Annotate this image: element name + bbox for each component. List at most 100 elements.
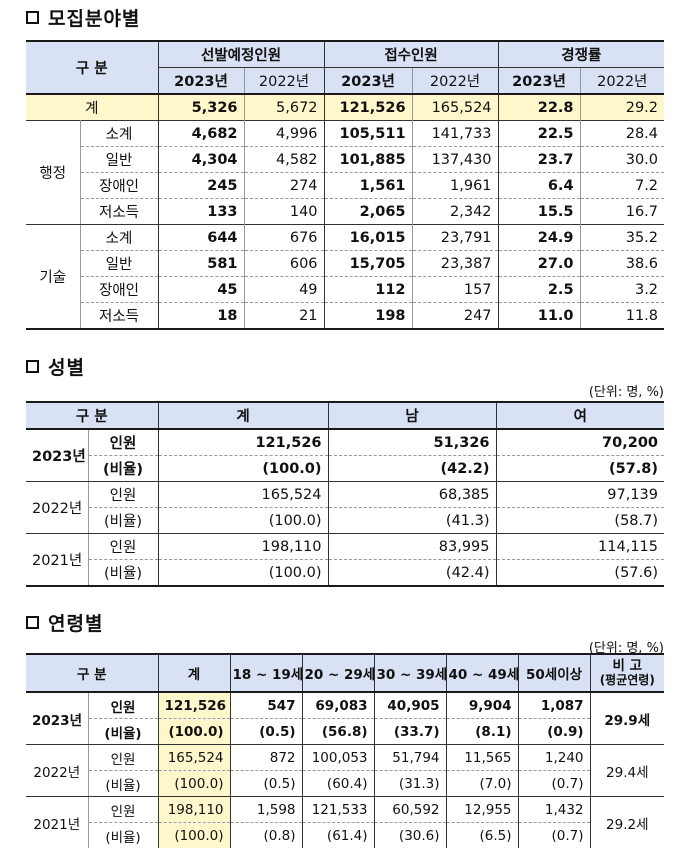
cell-value: 140 [243, 198, 325, 225]
row-label: 저소득 [79, 302, 159, 329]
total-row: 계 5,326 5,672 121,526 165,524 22.8 29.2 [26, 94, 665, 121]
year-label: 2023년 [26, 429, 88, 482]
row-label: 저소득 [79, 198, 159, 225]
cell-value: (42.2) [327, 455, 497, 482]
cell-value: (33.7) [373, 718, 447, 745]
cell-value: 28.4 [579, 120, 665, 147]
cell-value: 1,087 [517, 692, 591, 719]
cell-value: (31.3) [373, 770, 447, 797]
cell-value: (8.1) [445, 718, 519, 745]
table-row: (비율) (100.0) (0.8) (61.4) (30.6) (6.5) (… [26, 822, 664, 848]
header-group-planned: 선발예정인원 [157, 41, 325, 68]
cell-value: 198 [323, 302, 413, 329]
header-age-18-19: 18 ~ 19세 [229, 654, 303, 692]
cell-value: 4,582 [243, 146, 325, 173]
cell-value: 30.0 [579, 146, 665, 173]
cell-value: 22.8 [497, 94, 581, 121]
cell-value: 11.0 [497, 302, 581, 329]
cell-value: 24.9 [497, 224, 581, 251]
cell-value: 23,791 [411, 224, 499, 251]
table-row: 2022년 인원 165,524 68,385 97,139 [26, 481, 665, 534]
header-total: 계 [157, 654, 231, 692]
table-row: (비율) (100.0) (0.5) (60.4) (31.3) (7.0) (… [26, 770, 665, 797]
cell-value: 27.0 [497, 250, 581, 277]
cell-value: 2,342 [411, 198, 499, 225]
cell-value: 70,200 [495, 429, 665, 456]
cell-value: 1,432 [517, 796, 591, 823]
year-label: 2022년 [26, 481, 88, 534]
header-age-20-29: 20 ~ 29세 [301, 654, 375, 692]
cell-value: (100.0) [157, 822, 231, 848]
cell-value: 5,672 [243, 94, 325, 121]
field-table: 구 분 선발예정인원 접수인원 경쟁률 2023년 2022년 2023년 20… [26, 40, 665, 330]
cell-value: 35.2 [579, 224, 665, 251]
cell-value: 40,905 [373, 692, 447, 719]
cell-value: 4,682 [157, 120, 245, 147]
header-category: 구 분 [26, 41, 159, 95]
cell-value: 16,015 [323, 224, 413, 251]
checkbox-square-icon [26, 616, 39, 629]
row-label: 인원 [87, 744, 159, 771]
row-label: (비율) [87, 718, 159, 745]
cell-value: 133 [157, 198, 245, 225]
cell-value: 29.2 [579, 94, 665, 121]
cell-value: 2.5 [497, 276, 581, 303]
average-age: 29.4세 [589, 744, 665, 797]
cell-value: 15,705 [323, 250, 413, 277]
cell-value: 165,524 [157, 744, 231, 771]
row-label: 장애인 [79, 276, 159, 303]
cell-value: 114,115 [495, 533, 665, 560]
row-label: 소계 [79, 224, 159, 251]
cell-value: (56.8) [301, 718, 375, 745]
header-age-30-39: 30 ~ 39세 [373, 654, 447, 692]
cell-value: 11.8 [579, 302, 665, 329]
gender-table: 구 분 계 남 여 2023년 인원 121,526 51,326 70,200… [26, 401, 665, 587]
cell-value: 68,385 [327, 481, 497, 508]
cell-value: (30.6) [373, 822, 447, 848]
cell-value: (100.0) [157, 507, 329, 534]
cell-value: 11,565 [445, 744, 519, 771]
table-row: 2023년 인원 121,526 547 69,083 40,905 9,904… [26, 692, 665, 745]
cell-value: (7.0) [445, 770, 519, 797]
cell-value: (57.8) [495, 455, 665, 482]
cell-value: 141,733 [411, 120, 499, 147]
header-year-2023: 2023년 [323, 67, 413, 94]
year-label: 2021년 [33, 816, 81, 833]
cell-value: 97,139 [495, 481, 665, 508]
cell-value: 18 [157, 302, 245, 329]
cell-value: (0.5) [229, 770, 303, 797]
cell-value: 5,326 [157, 94, 245, 121]
cell-value: 547 [229, 692, 303, 719]
cell-value: 121,526 [157, 692, 231, 719]
table-row: 저소득 133 140 2,065 2,342 15.5 16.7 [26, 198, 665, 225]
cell-value: 581 [157, 250, 245, 277]
section-title-text: 모집분야별 [48, 8, 141, 30]
cell-value: 121,533 [301, 796, 375, 823]
year-label: 2022년 [26, 744, 88, 797]
table-row: 2021년 인원 198,110 83,995 114,115 [26, 533, 665, 587]
cell-value: 101,885 [323, 146, 413, 173]
row-label: (비율) [87, 822, 159, 848]
cell-value: 3.2 [579, 276, 665, 303]
row-label: (비율) [87, 770, 159, 797]
cell-value: 872 [229, 744, 303, 771]
table-row: 2022년 인원 165,524 872 100,053 51,794 11,5… [26, 744, 665, 797]
average-age: 29.2세 [589, 796, 665, 848]
header-group-ratio: 경쟁률 [497, 41, 665, 68]
cell-value: 198,110 [157, 796, 231, 823]
cell-value: 198,110 [157, 533, 329, 560]
section-title-text: 성별 [48, 357, 85, 379]
cell-value: 45 [157, 276, 245, 303]
remark-subtitle: (평균연령) [599, 673, 655, 687]
cell-value: 105,511 [323, 120, 413, 147]
cell-value: 83,995 [327, 533, 497, 560]
cell-value: 49 [243, 276, 325, 303]
row-label: 인원 [87, 796, 159, 823]
header-year-2022: 2022년 [243, 67, 325, 94]
cell-value: (0.7) [517, 822, 591, 848]
cell-value: (61.4) [301, 822, 375, 848]
cell-value: (100.0) [157, 770, 231, 797]
cell-value: 51,326 [327, 429, 497, 456]
row-label: (비율) [87, 455, 159, 482]
cell-value: 157 [411, 276, 499, 303]
